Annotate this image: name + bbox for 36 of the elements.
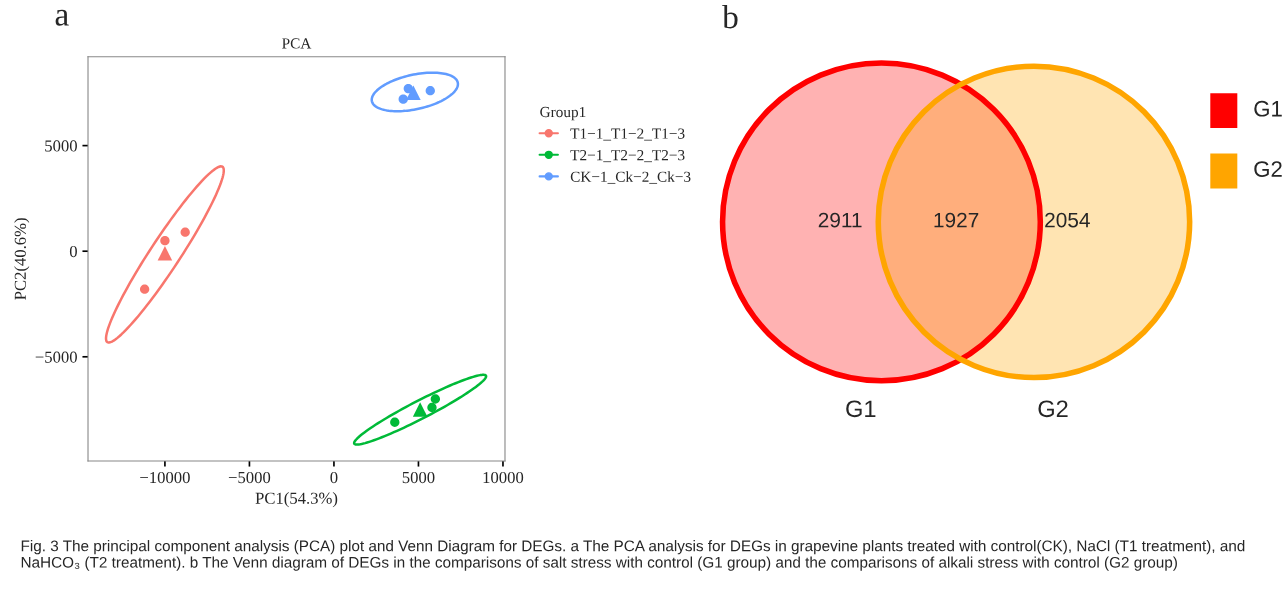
x-tick-label: −5000 (228, 471, 271, 484)
category-label: G1 (846, 400, 876, 418)
point (398, 94, 408, 104)
x-tick-label: 10000 (483, 471, 524, 484)
category-label: G1 (1254, 100, 1282, 117)
point (430, 394, 441, 404)
point (180, 227, 190, 237)
text: 1927 (934, 212, 979, 228)
chart-title: PCA (282, 38, 312, 49)
x-tick-label: 0 (330, 471, 338, 484)
y-tick-label: −5000 (35, 351, 77, 363)
text: 2054 (1045, 212, 1090, 228)
y-axis-title: PC2(40.6%) (14, 218, 30, 300)
y-tick-label: 0 (69, 245, 77, 258)
point (427, 402, 437, 413)
point (412, 402, 428, 417)
point (425, 86, 435, 96)
point (406, 85, 421, 101)
y-tick-label: 5000 (45, 140, 77, 152)
legend-label: T1−1_T1−2_T1−3 (570, 128, 685, 141)
x-tick-label: −10000 (140, 471, 190, 484)
category-label: G2 (1038, 400, 1068, 418)
legend-label: CK−1_Ck−2_Ck−3 (570, 171, 691, 184)
text: 2911 (818, 212, 862, 228)
x-axis-title: PC1(54.3%) (255, 492, 338, 508)
category-label: G2 (1254, 161, 1282, 177)
x-tick-label: 5000 (402, 471, 435, 484)
legend-title: Group1 (540, 106, 586, 121)
text: b (722, 4, 738, 29)
legend-label: T2−1_T2−2_T2−3 (570, 150, 685, 163)
point (157, 246, 173, 261)
text: a (55, 9, 69, 26)
caption: Fig. 3 The principal component analysis (PCA) plot and Venn Diagram for DEGs. a The PCA analysis for DEGs in grapevine plants treated with control(CK), NaCl (T1 treatment), and NaHCO₃ (T2 treatment). b The Venn diagram of DEGs in the comparisons of salt stress with control (G1 group) and the comparisons of alkali stress with control (G2 group) (21, 540, 1245, 571)
point (160, 235, 170, 246)
point (139, 284, 150, 294)
point (390, 417, 400, 427)
